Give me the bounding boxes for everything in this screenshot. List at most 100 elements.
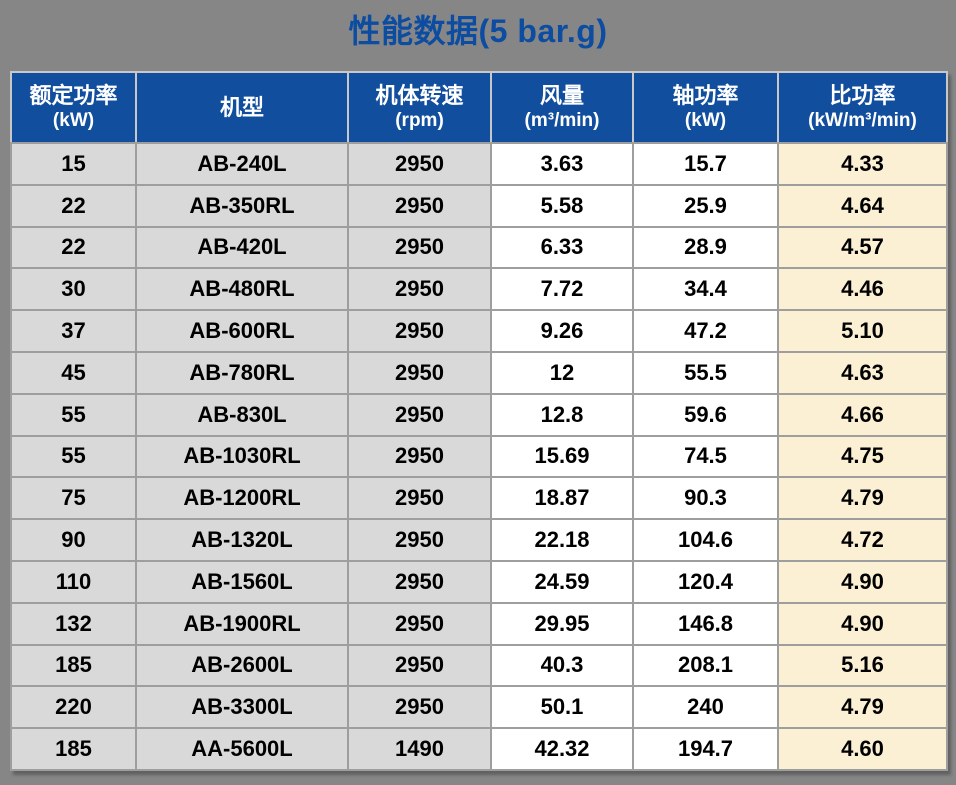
table-cell: 4.72	[777, 518, 948, 562]
table-cell: 2950	[347, 183, 492, 228]
table-cell: AB-480RL	[135, 267, 349, 312]
col-header-unit: (kW)	[684, 110, 727, 132]
table-cell: 12.8	[490, 392, 634, 437]
table-cell: 30	[10, 267, 137, 312]
table-cell: 110	[10, 559, 137, 604]
table-cell: 37	[10, 309, 137, 353]
table-cell: 6.33	[490, 225, 634, 270]
table-cell: 2950	[347, 392, 492, 437]
table-row: 185 AA-5600L 1490 42.32 194.7 4.60	[10, 727, 948, 771]
table-cell: AB-1200RL	[135, 476, 349, 521]
table-cell: 50.1	[490, 685, 634, 730]
table-cell: 104.6	[632, 518, 779, 562]
col-header-label: 机型	[219, 94, 264, 120]
table-cell: 4.63	[777, 350, 948, 395]
table-row: 22 AB-420L 2950 6.33 28.9 4.57	[10, 225, 948, 270]
table-cell: 45	[10, 350, 137, 395]
table-row: 90 AB-1320L 2950 22.18 104.6 4.72	[10, 518, 948, 562]
table-cell: 2950	[347, 267, 492, 312]
col-header-specific-power: 比功率 (kW/m³/min)	[777, 71, 948, 144]
table-cell: 2950	[347, 643, 492, 688]
table-cell: 208.1	[632, 643, 779, 688]
table-cell: 15	[10, 142, 137, 186]
col-header-unit: (kW/m³/min)	[808, 110, 917, 132]
table-cell: 15.69	[490, 434, 634, 479]
col-header-unit: (m³/min)	[524, 110, 600, 132]
table-cell: 4.90	[777, 559, 948, 604]
col-header-shaft-power: 轴功率 (kW)	[632, 71, 779, 144]
table-cell: 4.79	[777, 685, 948, 730]
table-cell: 90.3	[632, 476, 779, 521]
table-cell: 4.79	[777, 476, 948, 521]
table-row: 220 AB-3300L 2950 50.1 240 4.79	[10, 685, 948, 730]
table-cell: AB-830L	[135, 392, 349, 437]
table-row: 185 AB-2600L 2950 40.3 208.1 5.16	[10, 643, 948, 688]
col-header-rated-power: 额定功率 (kW)	[10, 71, 137, 144]
table-cell: 2950	[347, 518, 492, 562]
table-row: 37 AB-600RL 2950 9.26 47.2 5.10	[10, 309, 948, 353]
table-cell: 29.95	[490, 601, 634, 646]
table-cell: 185	[10, 643, 137, 688]
col-header-unit: (kW)	[52, 110, 95, 132]
table-cell: 4.46	[777, 267, 948, 312]
table-cell: 5.16	[777, 643, 948, 688]
performance-table: 额定功率 (kW) 机型 机体转速 (rpm) 风量 (m³/min) 轴功率	[10, 71, 948, 771]
table-cell: 25.9	[632, 183, 779, 228]
table-cell: 40.3	[490, 643, 634, 688]
table-row: 22 AB-350RL 2950 5.58 25.9 4.64	[10, 183, 948, 228]
table-cell: 120.4	[632, 559, 779, 604]
table-cell: 1490	[347, 727, 492, 771]
table-cell: 55.5	[632, 350, 779, 395]
table-cell: 22	[10, 183, 137, 228]
table-cell: 132	[10, 601, 137, 646]
table-row: 110 AB-1560L 2950 24.59 120.4 4.90	[10, 559, 948, 604]
table-cell: 7.72	[490, 267, 634, 312]
table-cell: 24.59	[490, 559, 634, 604]
table-cell: 4.60	[777, 727, 948, 771]
table-row: 45 AB-780RL 2950 12 55.5 4.63	[10, 350, 948, 395]
table-cell: 2950	[347, 309, 492, 353]
table-cell: 74.5	[632, 434, 779, 479]
page-title: 性能数据(5 bar.g)	[348, 13, 608, 49]
table-cell: 4.66	[777, 392, 948, 437]
table-cell: AB-240L	[135, 142, 349, 186]
table-cell: 2950	[347, 142, 492, 186]
table-cell: 90	[10, 518, 137, 562]
table-row: 30 AB-480RL 2950 7.72 34.4 4.46	[10, 267, 948, 312]
table-row: 55 AB-830L 2950 12.8 59.6 4.66	[10, 392, 948, 437]
table-row: 55 AB-1030RL 2950 15.69 74.5 4.75	[10, 434, 948, 479]
table-cell: AB-1320L	[135, 518, 349, 562]
table-cell: 55	[10, 392, 137, 437]
table-cell: 220	[10, 685, 137, 730]
table-cell: AB-600RL	[135, 309, 349, 353]
table-cell: 2950	[347, 476, 492, 521]
table-cell: 59.6	[632, 392, 779, 437]
table-cell: 12	[490, 350, 634, 395]
table-cell: 4.57	[777, 225, 948, 270]
table-cell: 2950	[347, 225, 492, 270]
table-cell: AB-780RL	[135, 350, 349, 395]
table-cell: AB-2600L	[135, 643, 349, 688]
table-cell: 3.63	[490, 142, 634, 186]
table-cell: 15.7	[632, 142, 779, 186]
col-header-unit: (rpm)	[395, 110, 444, 132]
table-cell: AB-1900RL	[135, 601, 349, 646]
table-cell: 4.64	[777, 183, 948, 228]
table-cell: 22	[10, 225, 137, 270]
table-cell: 34.4	[632, 267, 779, 312]
table-cell: AB-420L	[135, 225, 349, 270]
table-cell: AB-3300L	[135, 685, 349, 730]
col-header-label: 额定功率	[29, 82, 118, 108]
table-cell: 18.87	[490, 476, 634, 521]
col-header-label: 机体转速	[375, 82, 464, 108]
table-cell: 42.32	[490, 727, 634, 771]
table-cell: AA-5600L	[135, 727, 349, 771]
table-cell: 240	[632, 685, 779, 730]
header-row: 额定功率 (kW) 机型 机体转速 (rpm) 风量 (m³/min) 轴功率	[10, 71, 948, 144]
col-header-label: 比功率	[829, 82, 896, 108]
table-row: 15 AB-240L 2950 3.63 15.7 4.33	[10, 142, 948, 186]
table-row: 132 AB-1900RL 2950 29.95 146.8 4.90	[10, 601, 948, 646]
table-cell: 55	[10, 434, 137, 479]
col-header-air-flow: 风量 (m³/min)	[490, 71, 634, 144]
